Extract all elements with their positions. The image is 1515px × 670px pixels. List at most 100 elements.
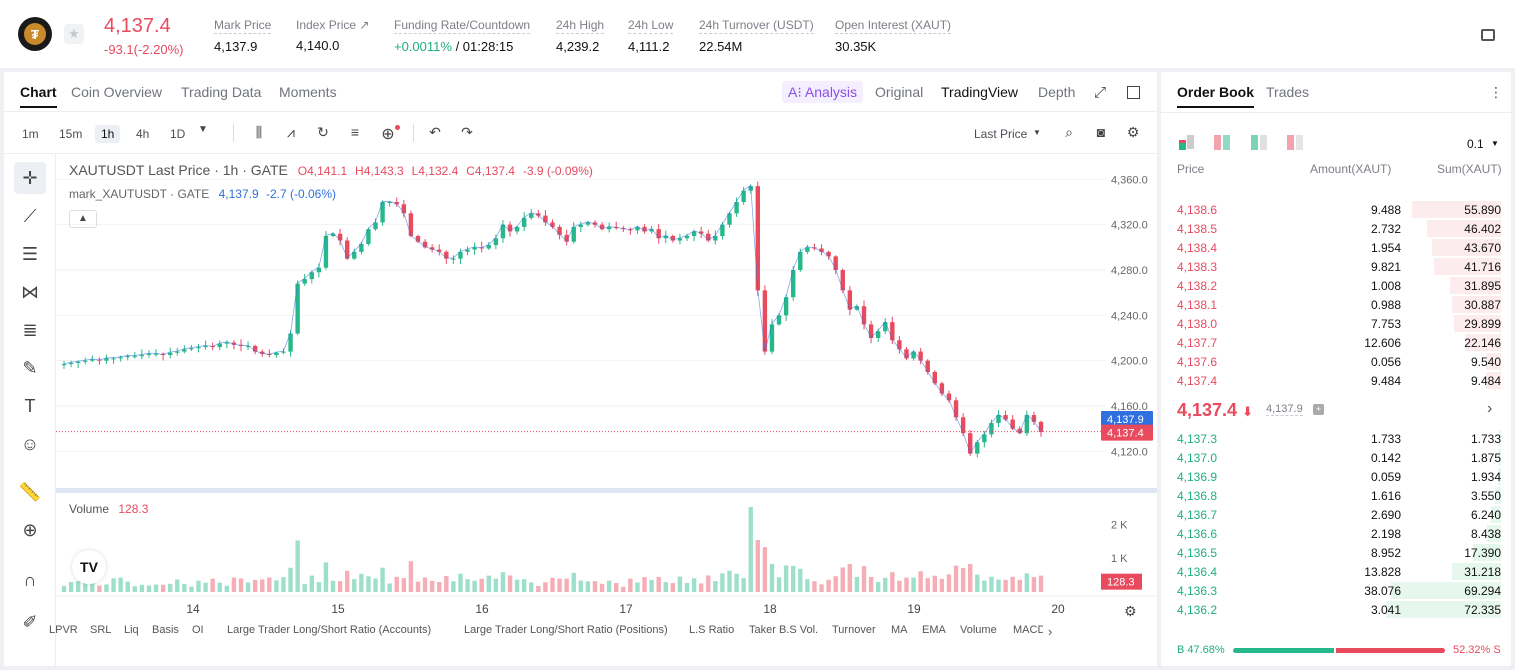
ruler-icon[interactable]: 📏 bbox=[18, 482, 42, 502]
indicator-oi[interactable]: OI bbox=[192, 624, 204, 636]
indicator-scroll-icon[interactable]: › bbox=[1048, 624, 1053, 639]
view-original[interactable]: Original bbox=[875, 84, 924, 100]
stat-index-price[interactable]: Index Price ↗ 4,140.0 bbox=[296, 18, 370, 53]
candle-type-icon[interactable]: ⫼ bbox=[255, 124, 263, 140]
bid-row[interactable]: 4,136.7 2.690 6.240 bbox=[1161, 505, 1511, 524]
trendline-icon[interactable]: ⟋ bbox=[23, 206, 37, 226]
volume-bar bbox=[904, 577, 909, 592]
bid-row[interactable]: 4,136.3 38.076 69.294 bbox=[1161, 581, 1511, 600]
indicator-turnover[interactable]: Turnover bbox=[832, 624, 876, 636]
collapse-legend-button[interactable]: ▲ bbox=[69, 210, 97, 228]
brush-icon[interactable]: ✎ bbox=[22, 358, 38, 378]
candle-body bbox=[557, 226, 562, 235]
indicator-ls-ratio[interactable]: L.S Ratio bbox=[689, 624, 735, 636]
ai-analysis-button[interactable]: A⁝ Analysis bbox=[782, 81, 864, 103]
indicator-ls-positions[interactable]: Large Trader Long/Short Ratio (Positions… bbox=[464, 624, 668, 636]
chevron-right-icon[interactable]: › bbox=[1487, 400, 1493, 417]
layout-split-icon[interactable] bbox=[1214, 135, 1230, 150]
view-depth[interactable]: Depth bbox=[1038, 84, 1076, 100]
indicator-lpvr[interactable]: LPVR bbox=[49, 624, 78, 636]
indicator-taker-vol[interactable]: Taker B.S Vol. bbox=[749, 624, 819, 636]
volume-bar bbox=[1003, 579, 1008, 592]
tab-moments[interactable]: Moments bbox=[279, 84, 337, 100]
ask-row[interactable]: 4,137.7 12.606 22.146 bbox=[1161, 333, 1511, 352]
text-icon[interactable]: T bbox=[24, 396, 36, 416]
redo-icon[interactable]: ↷ bbox=[461, 124, 473, 140]
price-type-select[interactable]: Last Price bbox=[974, 127, 1028, 141]
precision-dropdown-icon[interactable]: ▼ bbox=[1491, 139, 1499, 148]
timeframe-1d[interactable]: 1D bbox=[170, 127, 186, 141]
timeframe-dropdown-icon[interactable]: ▼ bbox=[198, 124, 208, 135]
bid-row[interactable]: 4,137.3 1.733 1.733 bbox=[1161, 429, 1511, 448]
window-icon[interactable] bbox=[1127, 86, 1140, 99]
indicator-ma[interactable]: MA bbox=[891, 624, 908, 636]
magnet-icon[interactable]: ∩ bbox=[23, 570, 37, 590]
ask-row[interactable]: 4,138.1 0.988 30.887 bbox=[1161, 295, 1511, 314]
indicator-basis[interactable]: Basis bbox=[152, 624, 179, 636]
horizontal-lines-icon[interactable]: ☰ bbox=[21, 244, 39, 264]
bid-row[interactable]: 4,136.2 3.041 72.335 bbox=[1161, 600, 1511, 619]
indicator-macd[interactable]: MACD bbox=[1013, 624, 1043, 636]
layout-asks-icon[interactable] bbox=[1287, 135, 1303, 150]
tab-trading-data[interactable]: Trading Data bbox=[181, 84, 262, 100]
indicator-ls-accounts[interactable]: Large Trader Long/Short Ratio (Accounts) bbox=[227, 624, 432, 636]
templates-icon[interactable]: ≡ bbox=[350, 124, 360, 140]
more-icon[interactable]: ⋮ bbox=[1489, 84, 1503, 100]
price-type-dropdown-icon[interactable]: ▼ bbox=[1033, 128, 1041, 137]
gear-icon[interactable]: ⚙ bbox=[1126, 124, 1140, 140]
tab-trades[interactable]: Trades bbox=[1266, 84, 1310, 100]
favorite-star-icon[interactable]: ★ bbox=[64, 24, 84, 44]
view-tradingview[interactable]: TradingView bbox=[941, 84, 1019, 100]
volume-bar bbox=[805, 579, 810, 592]
ask-row[interactable]: 4,138.2 1.008 31.895 bbox=[1161, 276, 1511, 295]
bid-row[interactable]: 4,136.5 8.952 17.390 bbox=[1161, 543, 1511, 562]
candle-body bbox=[83, 360, 88, 362]
camera-icon[interactable]: ◙ bbox=[1096, 124, 1106, 140]
indicators-icon[interactable]: ⩘ bbox=[287, 124, 295, 140]
ask-row[interactable]: 4,138.0 7.753 29.899 bbox=[1161, 314, 1511, 333]
price-chart[interactable]: 4,360.0 4,320.0 4,280.0 4,240.0 4,200.0 4,160… bbox=[56, 154, 1157, 624]
precision-select[interactable]: 0.1 bbox=[1467, 137, 1484, 151]
timeframe-4h[interactable]: 4h bbox=[136, 127, 150, 141]
ask-row[interactable]: 4,137.4 9.484 9.484 bbox=[1161, 371, 1511, 390]
book-icon[interactable] bbox=[1481, 29, 1495, 41]
bid-row[interactable]: 4,136.6 2.198 8.438 bbox=[1161, 524, 1511, 543]
crosshair-icon[interactable]: ✛ bbox=[14, 162, 46, 194]
bid-row[interactable]: 4,136.8 1.616 3.550 bbox=[1161, 486, 1511, 505]
search-icon[interactable]: ⌕ bbox=[1065, 124, 1073, 140]
bid-row[interactable]: 4,136.9 0.059 1.934 bbox=[1161, 467, 1511, 486]
timeframe-1h[interactable]: 1h bbox=[95, 125, 121, 143]
zoom-icon[interactable]: ⊕ bbox=[22, 520, 38, 540]
indicator-liq[interactable]: Liq bbox=[124, 624, 139, 636]
expand-icon[interactable]: ⤢ bbox=[1094, 84, 1107, 101]
bid-row[interactable]: 4,136.4 13.828 31.218 bbox=[1161, 562, 1511, 581]
ask-row[interactable]: 4,137.6 0.056 9.540 bbox=[1161, 352, 1511, 371]
timeframe-1m[interactable]: 1m bbox=[22, 127, 39, 141]
ask-row[interactable]: 4,138.6 9.488 55.890 bbox=[1161, 200, 1511, 219]
candle-body bbox=[840, 270, 845, 291]
timeframe-15m[interactable]: 15m bbox=[59, 127, 83, 141]
add-icon[interactable]: ⊕ bbox=[381, 126, 395, 143]
fib-icon[interactable]: ≣ bbox=[22, 320, 38, 340]
candle-body bbox=[500, 224, 506, 239]
tab-order-book[interactable]: Order Book bbox=[1177, 84, 1255, 108]
settings-icon[interactable]: ⚙ bbox=[1124, 604, 1137, 620]
undo-icon[interactable]: ↶ bbox=[429, 124, 441, 140]
bid-row[interactable]: 4,137.0 0.142 1.875 bbox=[1161, 448, 1511, 467]
volume-bar bbox=[975, 574, 980, 592]
volume-bar bbox=[960, 568, 966, 592]
volume-bar bbox=[132, 586, 137, 592]
ask-row[interactable]: 4,138.3 9.821 41.716 bbox=[1161, 257, 1511, 276]
indicator-srl[interactable]: SRL bbox=[90, 624, 112, 636]
indicator-volume[interactable]: Volume bbox=[960, 624, 997, 636]
ask-row[interactable]: 4,138.4 1.954 43.670 bbox=[1161, 238, 1511, 257]
pattern-icon[interactable]: ⋈ bbox=[21, 282, 39, 302]
layout-bids-icon[interactable] bbox=[1251, 135, 1267, 150]
indicator-ema[interactable]: EMA bbox=[922, 624, 946, 636]
ask-row[interactable]: 4,138.5 2.732 46.402 bbox=[1161, 219, 1511, 238]
tab-coin-overview[interactable]: Coin Overview bbox=[71, 84, 163, 100]
emoji-icon[interactable]: ☺ bbox=[20, 434, 40, 454]
lock-drawing-icon[interactable]: ✐ bbox=[22, 612, 38, 632]
replay-icon[interactable]: ↻ bbox=[317, 124, 329, 140]
tab-chart[interactable]: Chart bbox=[20, 84, 57, 108]
